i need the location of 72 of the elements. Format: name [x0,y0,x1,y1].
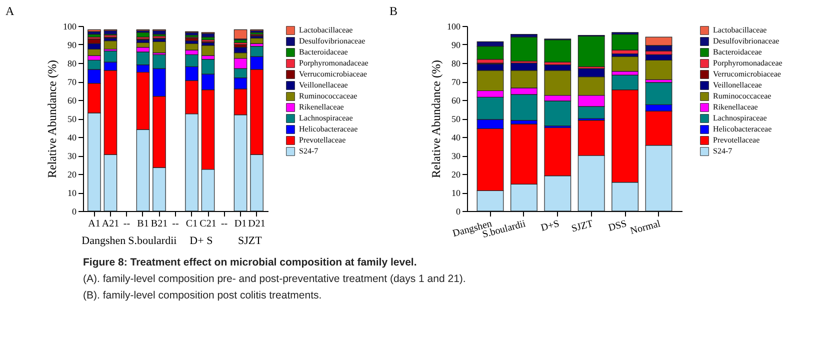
chart-title: A [6,4,14,18]
x-tick-label: -- [172,218,179,230]
legend-label: Helicobacteraceae [713,124,772,134]
text: (A). family-level composition pre- and post-preventative treatment (days 1 and 21). [83,273,466,285]
y-tick-label: 100 [63,22,77,32]
y-tick-label: 0 [456,206,461,216]
y-tick-label: 30 [68,151,77,161]
legend-label: Desulfovibrionaceae [713,36,780,46]
y-tick-label: 30 [452,151,461,161]
x-tick-label: C21 [200,218,216,230]
legend-label: Lachnospiraceae [713,114,768,122]
y-tick-label: 80 [68,58,77,68]
legend-label: Bacteroidaceae [713,48,762,56]
legend-label: Prevotellaceae [299,136,346,144]
y-tick-label: 20 [452,170,461,180]
legend-label: Ruminococcaceae [299,92,358,100]
legend-label: Veillonellaceae [299,80,348,90]
x-tick-label: D+S [540,218,560,234]
y-tick-label: 70 [452,77,461,87]
y-tick-label: 90 [68,40,77,50]
chart-title: B [390,4,398,18]
legend-label: Verrucomicrobiaceae [299,70,368,78]
text: D+ S [190,235,213,247]
legend-label: Helicobacteraceae [299,124,358,134]
y-tick-label: 20 [68,170,77,180]
y-tick-label: 100 [447,22,461,32]
caption: Figure 8: Treatment effect on microbial composition at family level. [83,256,417,268]
y-tick-label: 10 [452,188,461,198]
legend-label: Porphyromonadaceae [299,58,369,68]
x-tick-label: -- [123,218,130,230]
legend-label: S24-7 [713,146,732,156]
legend-label: Desulfovibrionaceae [299,36,366,46]
legend-label: S24-7 [299,146,318,156]
legend-label: Lactobacillaceae [713,26,768,34]
x-tick-label: SJZT [570,218,594,235]
x-tick-label: D1 [234,218,247,230]
y-tick-label: 40 [68,132,77,142]
legend-label: Verrucomicrobiaceae [713,70,782,78]
x-tick-label: DSS [607,218,628,234]
x-tick-label: D21 [248,218,266,230]
y-axis-title: Relative Abundance (%) [45,60,59,178]
x-tick-label: B21 [150,218,168,230]
y-tick-label: 60 [452,96,461,106]
legend-label: Prevotellaceae [713,136,760,144]
x-tick-label: B1 [137,218,149,230]
y-tick-label: 70 [68,77,77,87]
x-tick-label: -- [220,218,228,230]
text: (B). family-level composition post colitis treatments. [83,290,322,302]
text: S.boulardii [128,235,177,247]
y-tick-label: 80 [452,58,461,68]
legend-label: Rikenellaceae [713,102,758,112]
y-tick-label: 0 [72,206,77,216]
y-axis-title: Relative Abundance (%) [429,60,443,178]
text: Dangshen [82,235,126,247]
y-tick-label: 50 [68,114,77,124]
x-tick-label: Normal [629,218,662,238]
y-tick-label: 90 [452,40,461,50]
legend-label: Porphyromonadaceae [713,58,783,68]
legend-label: Lachnospiraceae [299,114,354,122]
x-tick-label: A1 [88,218,100,230]
y-tick-label: 40 [452,132,461,142]
legend-label: Ruminococcaceae [713,92,772,100]
legend-label: Bacteroidaceae [299,48,348,56]
text: SJZT [238,235,262,247]
legend-label: Veillonellaceae [713,80,762,90]
y-tick-label: 60 [68,96,77,106]
x-tick-label: A21 [102,218,120,230]
legend-label: Rikenellaceae [299,102,344,112]
y-tick-label: 10 [68,188,77,198]
legend-label: Lactobacillaceae [299,26,354,34]
y-tick-label: 50 [452,114,461,124]
x-tick-label: C1 [186,218,198,230]
